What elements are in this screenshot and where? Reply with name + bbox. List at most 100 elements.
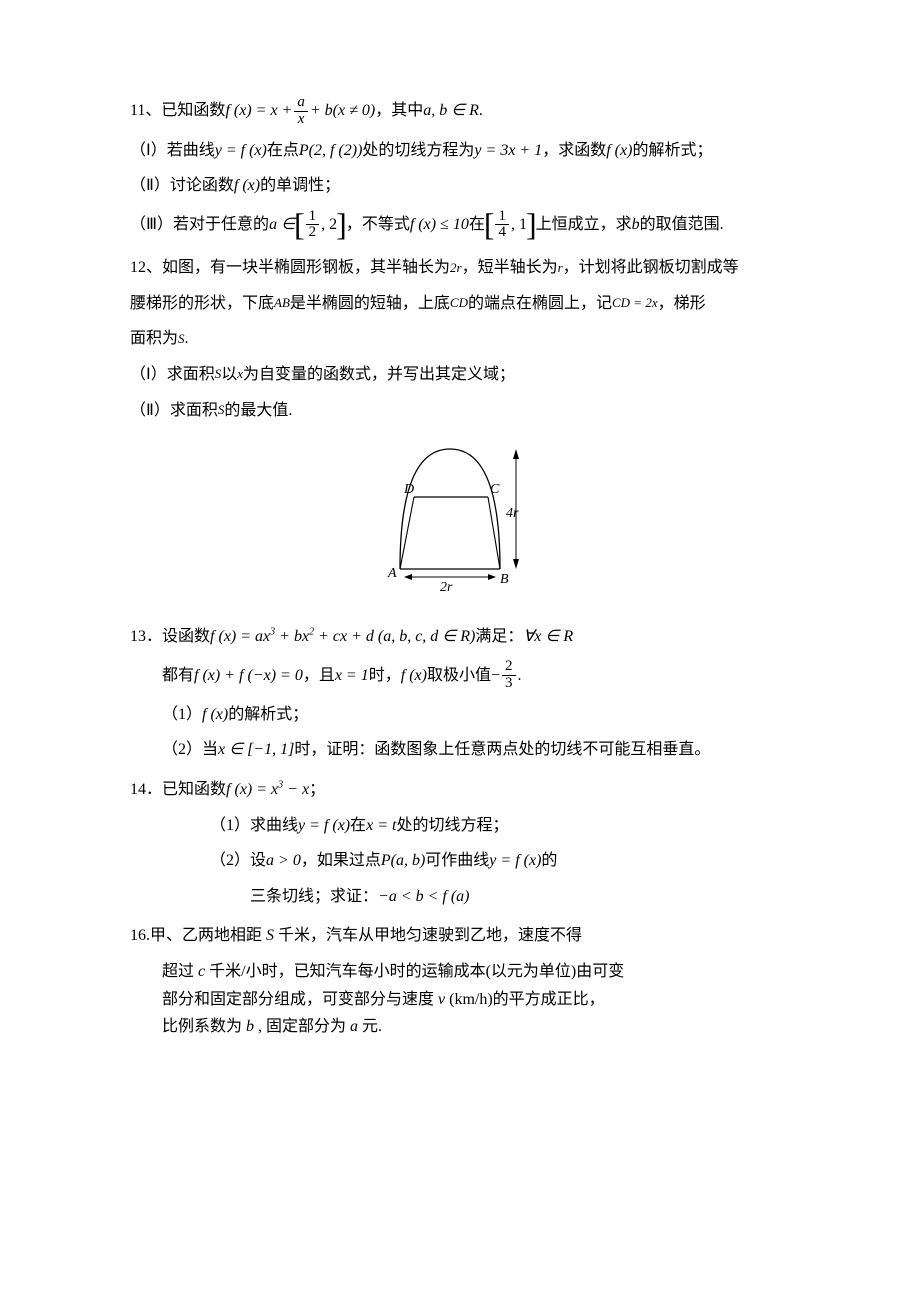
p12-p1-label: （Ⅰ） (130, 362, 167, 388)
p11-p3-f2: 14 (495, 209, 509, 242)
p14-p2yfx: y = f (x) (489, 848, 541, 874)
p14-part1: （1） 求曲线 y = f (x) 在 x = t 处的切线方程； (130, 813, 790, 839)
bracket-left-icon: [ (294, 212, 305, 238)
p16-line3: 部分和固定部分组成，可变部分与速度 v (km/h)的平方成正比， (130, 987, 790, 1013)
p12-p1b: 以 (221, 362, 237, 388)
p13-p2b: 时，证明：函数图象上任意两点处的切线不可能互相垂直。 (294, 737, 710, 763)
p12-p2a: 求面积 (170, 398, 218, 424)
p12-2r: 2r (450, 258, 462, 279)
p14-a0: a > 0 (266, 848, 301, 874)
p11-intro-a: 已知函数 (161, 98, 225, 124)
p13-p2-label: （2） (162, 737, 202, 763)
p12-line3: 面积为 S . (130, 326, 790, 352)
p16-l1: 甲、乙两地相距 S 千米，汽车从甲地匀速驶到乙地，速度不得 (150, 923, 582, 949)
p13-p2a: 当 (202, 737, 218, 763)
p12-l1b: ，短半轴长为 (462, 255, 558, 281)
p13-p1fx: f (x) (202, 702, 228, 728)
p13-line1: 13． 设函数 f (x) = ax3 + bx2 + cx + d (a, b… (130, 624, 790, 650)
p11-frac-ax: ax (294, 95, 308, 128)
p11-p3-d: 上恒成立，求 (536, 212, 632, 238)
p14-ineq: −a < b < f (a) (378, 884, 470, 910)
p11-p2-b: 的单调性； (260, 173, 340, 199)
p13-p1a: 的解析式； (228, 702, 308, 728)
p14-l1a: 已知函数 (162, 777, 226, 803)
p12-number: 12、 (130, 255, 162, 281)
p14-p3a: 三条切线；求证： (250, 884, 378, 910)
p11-p3-a: 若对于任意的 (173, 212, 269, 238)
arrow-left-icon (404, 574, 412, 580)
p13-forall: ∀x ∈ R (523, 624, 573, 650)
label-A: A (387, 566, 397, 581)
label-4r: 4r (506, 506, 519, 521)
p16-l3: 部分和固定部分组成，可变部分与速度 v (km/h)的平方成正比， (162, 987, 605, 1013)
label-C: C (490, 482, 500, 497)
p14-p1b: 在 (350, 813, 366, 839)
p13-l2a: 都有 (162, 663, 194, 689)
ellipse-arc (400, 449, 500, 569)
problem-13: 13． 设函数 f (x) = ax3 + bx2 + cx + d (a, b… (130, 624, 790, 763)
p16-line4: 比例系数为 b , 固定部分为 a 元. (130, 1014, 790, 1040)
p11-p1-a: 若曲线 (167, 138, 215, 164)
p11-p3-i1b: , 2 (321, 212, 337, 238)
p13-x1: x = 1 (335, 663, 369, 689)
p12-l2a: 腰梯形的形状，下底 (130, 291, 274, 317)
p16-line1: 16. 甲、乙两地相距 S 千米，汽车从甲地匀速驶到乙地，速度不得 (130, 923, 790, 949)
p11-part3-label: （Ⅲ） (130, 212, 173, 238)
p12-l1c: ，计划将此钢板切割成等 (563, 255, 739, 281)
p12-p2b: 的最大值. (224, 398, 292, 424)
problem-11: 11、 已知函数 f (x) = x + ax + b(x ≠ 0) ，其中 a… (130, 95, 790, 241)
p13-l2fx: f (x) (401, 663, 427, 689)
p11-fdef-a: f (x) = x + (225, 98, 292, 124)
p14-p2b: ，如果过点 (301, 848, 381, 874)
p11-p1-tan: y = 3x + 1 (474, 138, 542, 164)
p11-p1-d: ，求函数 (542, 138, 606, 164)
p12-CD: CD (450, 293, 468, 314)
p11-p3-c: 在 (469, 212, 485, 238)
p11-part3: （Ⅲ） 若对于任意的 a ∈ [ 12 , 2 ] ，不等式 f (x) ≤ 1… (130, 209, 790, 242)
p13-l1a: 设函数 (162, 624, 210, 650)
p14-part2: （2） 设 a > 0 ，如果过点 P(a, b) 可作曲线 y = f (x)… (130, 848, 790, 874)
p12-part1: （Ⅰ） 求面积 S 以 x 为自变量的函数式，并写出其定义域； (130, 362, 790, 388)
problem-14: 14． 已知函数 f (x) = x3 − x ； （1） 求曲线 y = f … (130, 777, 790, 909)
p11-p1-c: 处的切线方程为 (362, 138, 474, 164)
p11-p3-i2b: , 1 (511, 212, 527, 238)
p11-p3-e: 的取值范围. (640, 212, 724, 238)
p12-p2-label: （Ⅱ） (130, 398, 170, 424)
p14-line1: 14． 已知函数 f (x) = x3 − x ； (130, 777, 790, 803)
p14-p1-label: （1） (210, 813, 250, 839)
p11-ab-R: a, b ∈ R (423, 98, 479, 124)
p12-l2c: 的端点在椭圆上，记 (468, 291, 612, 317)
p16-l4: 比例系数为 b , 固定部分为 a 元. (162, 1014, 382, 1040)
p14-l1b: ； (309, 777, 325, 803)
p11-p3-f1: 12 (306, 209, 320, 242)
p11-p1-e: 的解析式； (632, 138, 712, 164)
p13-part2: （2） 当 x ∈ [−1, 1] 时，证明：函数图象上任意两点处的切线不可能互… (130, 737, 790, 763)
bracket-left-icon-2: [ (484, 212, 495, 238)
p11-p3-ineq: f (x) ≤ 10 (410, 212, 469, 238)
label-B: B (500, 572, 509, 587)
p12-line1: 12、 如图，有一块半椭圆形钢板，其半轴长为 2r ，短半轴长为 r ，计划将此… (130, 255, 790, 281)
p12-line2: 腰梯形的形状，下底 AB 是半椭圆的短轴，上底 CD 的端点在椭圆上，记 CD … (130, 291, 790, 317)
p11-period: . (479, 98, 483, 124)
figure-svg: D C A B 2r 4r (360, 437, 560, 597)
p12-l1a: 如图，有一块半椭圆形钢板，其半轴长为 (162, 255, 450, 281)
p14-xt: x = t (366, 813, 396, 839)
p11-line1: 11、 已知函数 f (x) = x + ax + b(x ≠ 0) ，其中 a… (130, 95, 790, 128)
p11-p3-bvar: b (632, 212, 640, 238)
p13-p1-label: （1） (162, 702, 202, 728)
p14-p1a: 求曲线 (250, 813, 298, 839)
label-D: D (403, 482, 414, 497)
p13-xin: x ∈ [−1, 1] (218, 737, 294, 763)
p13-l2eq: f (x) + f (−x) = 0 (194, 663, 303, 689)
p13-l2d: 取极小值 (427, 663, 491, 689)
p13-number: 13． (130, 624, 162, 650)
p12-CD2: CD = 2x (612, 293, 658, 314)
ellipse-figure: D C A B 2r 4r (130, 437, 790, 606)
p11-p3-b: ，不等式 (346, 212, 410, 238)
problem-12: 12、 如图，有一块半椭圆形钢板，其半轴长为 2r ，短半轴长为 r ，计划将此… (130, 255, 790, 423)
p14-P: P(a, b) (381, 848, 425, 874)
arrow-up-icon (513, 449, 519, 459)
p12-l2b: 是半椭圆的短轴，上底 (290, 291, 450, 317)
p16-l2: 超过 c 千米/小时，已知汽车每小时的运输成本(以元为单位)由可变 (162, 959, 624, 985)
p11-p1-b: 在点 (267, 138, 299, 164)
